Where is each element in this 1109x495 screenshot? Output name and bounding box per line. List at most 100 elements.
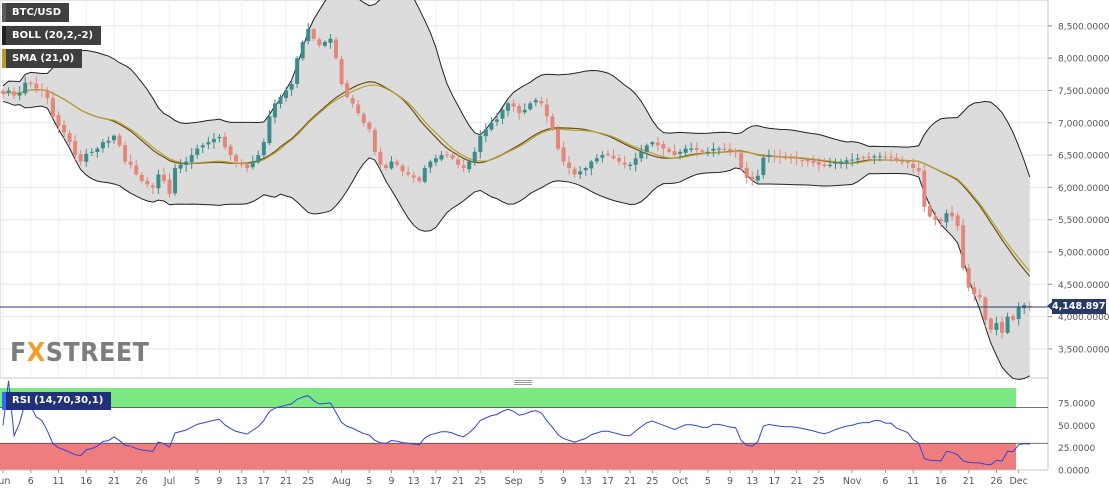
candle-body bbox=[905, 161, 910, 163]
candle-body bbox=[1016, 306, 1021, 319]
candle-body bbox=[583, 168, 588, 171]
candle-body bbox=[811, 160, 816, 163]
x-tick-label: 26 bbox=[136, 476, 148, 487]
candle-body bbox=[494, 119, 499, 122]
x-tick-label: 25 bbox=[813, 476, 825, 487]
legend-sma-label: SMA (21,0) bbox=[12, 53, 75, 64]
legend-sma[interactable]: SMA (21,0) bbox=[2, 49, 83, 68]
candle-body bbox=[234, 155, 239, 162]
sma-line bbox=[2, 84, 1031, 272]
rsi-tick-label: 25.0000 bbox=[1058, 444, 1095, 454]
candle-body bbox=[733, 150, 738, 152]
candle-body bbox=[345, 83, 350, 97]
x-tick-label: 9 bbox=[727, 476, 733, 487]
candle-body bbox=[711, 148, 716, 151]
price-tick-label: 8,500.0000 bbox=[1058, 22, 1109, 32]
candle-body bbox=[950, 212, 955, 217]
price-tick-label: 4,000.0000 bbox=[1058, 313, 1109, 323]
candle-body bbox=[223, 136, 227, 148]
candle-body bbox=[284, 90, 289, 98]
candle-body bbox=[189, 155, 194, 163]
x-tick-label: 25 bbox=[646, 476, 658, 487]
candle-body bbox=[883, 156, 888, 158]
x-tick-label: 25 bbox=[474, 476, 486, 487]
candle-body bbox=[367, 122, 372, 130]
x-tick-label: Oct bbox=[672, 476, 689, 487]
x-tick-label: 9 bbox=[216, 476, 222, 487]
candle-body bbox=[578, 171, 583, 175]
candle-body bbox=[17, 93, 22, 96]
candle-body bbox=[300, 42, 305, 59]
candle-body bbox=[739, 153, 744, 168]
x-tick-label: 11 bbox=[907, 476, 919, 487]
candle-body bbox=[62, 125, 67, 133]
price-tick-label: 8,000.0000 bbox=[1058, 55, 1109, 65]
rsi-tick-label: 0.0000 bbox=[1058, 467, 1090, 477]
candle-body bbox=[173, 168, 178, 194]
x-tick-label: 13 bbox=[580, 476, 592, 487]
candle-body bbox=[517, 106, 522, 114]
candle-body bbox=[356, 104, 361, 114]
x-tick-label: 25 bbox=[302, 476, 314, 487]
candle-body bbox=[117, 135, 122, 146]
candle-body bbox=[134, 165, 139, 175]
bollinger-upper-line bbox=[2, 0, 1031, 178]
legend-symbol[interactable]: BTC/USD bbox=[2, 3, 70, 22]
x-tick-label: 16 bbox=[80, 476, 92, 487]
candle-body bbox=[944, 213, 949, 223]
candle-body bbox=[267, 116, 272, 144]
x-tick-label: 21 bbox=[280, 476, 292, 487]
x-tick-label: 6 bbox=[28, 476, 34, 487]
candle-body bbox=[400, 165, 405, 172]
candle-body bbox=[67, 133, 72, 143]
boll-swatch bbox=[2, 26, 6, 45]
candle-body bbox=[661, 144, 666, 149]
x-tick-label: 21 bbox=[791, 476, 803, 487]
candle-body bbox=[994, 323, 999, 330]
x-tick-label: 17 bbox=[430, 476, 442, 487]
candle-body bbox=[716, 148, 721, 150]
candle-body bbox=[78, 154, 83, 162]
legend-rsi-label: RSI (14,70,30,1) bbox=[12, 395, 104, 406]
candle-body bbox=[572, 168, 577, 175]
candle-body bbox=[861, 157, 866, 159]
x-tick-label: Sep bbox=[505, 476, 523, 487]
candle-body bbox=[145, 180, 150, 185]
candle-body bbox=[678, 151, 683, 154]
candle-body bbox=[977, 294, 982, 298]
candle-body bbox=[350, 98, 355, 104]
candle-body bbox=[89, 151, 94, 153]
x-tick-label: 5 bbox=[366, 476, 372, 487]
candle-body bbox=[295, 58, 300, 84]
candle-body bbox=[383, 165, 388, 168]
legend-rsi[interactable]: RSI (14,70,30,1) bbox=[2, 392, 112, 410]
candle-body bbox=[123, 144, 128, 162]
candle-body bbox=[966, 268, 971, 288]
price-tick-label: 6,500.0000 bbox=[1058, 152, 1109, 162]
candle-body bbox=[594, 158, 599, 162]
candle-body bbox=[750, 176, 755, 180]
current-price-flag: 4,148.8979 bbox=[1047, 299, 1109, 314]
bollinger-band-fill bbox=[3, 0, 1030, 380]
x-tick-label: 16 bbox=[935, 476, 947, 487]
x-tick-label: 17 bbox=[602, 476, 614, 487]
candle-body bbox=[328, 38, 333, 43]
candle-body bbox=[289, 84, 294, 90]
candle-body bbox=[800, 160, 805, 162]
candle-body bbox=[445, 154, 449, 156]
candle-body bbox=[156, 174, 161, 189]
candle-body bbox=[916, 168, 921, 172]
pane-resize-handle[interactable] bbox=[514, 380, 532, 385]
price-tick-label: 7,000.0000 bbox=[1058, 119, 1109, 129]
rsi-tick-label: 75.0000 bbox=[1058, 400, 1095, 410]
candle-body bbox=[783, 156, 788, 159]
candle-body bbox=[278, 96, 283, 104]
candle-body bbox=[528, 103, 533, 110]
candle-body bbox=[705, 151, 710, 153]
x-tick-label: Jun bbox=[0, 476, 10, 487]
candle-body bbox=[84, 153, 89, 162]
candle-body bbox=[839, 161, 844, 165]
legend-boll[interactable]: BOLL (20,2,-2) bbox=[2, 26, 102, 45]
